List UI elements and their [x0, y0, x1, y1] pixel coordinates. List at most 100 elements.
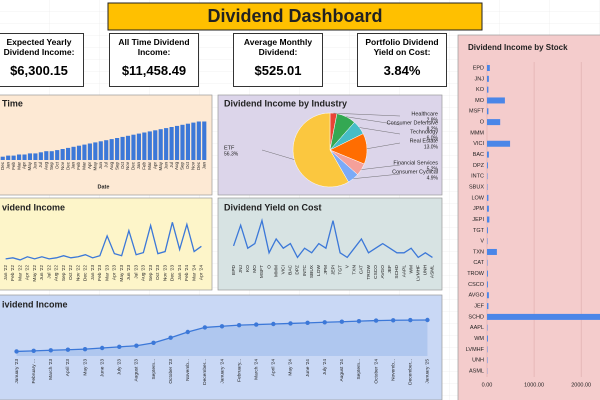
line: [232, 218, 433, 259]
chart-title: Dividend Income by Stock: [468, 43, 568, 52]
y-tick-label: SBUX: [469, 184, 484, 190]
line: [5, 221, 202, 261]
x-tick-label: Jun '22: [39, 265, 45, 281]
x-tick-label: August '24: [339, 359, 345, 382]
x-tick-label: TGT: [337, 265, 343, 275]
x-tick-label: June '23: [99, 359, 105, 377]
x-tick-label: May '23: [119, 265, 125, 282]
x-tick-label: CSCO: [373, 265, 379, 279]
bar: [487, 216, 490, 223]
x-tick-label: Dec '23: [170, 265, 176, 281]
kpi-label: Expected Yearly Dividend Income:: [3, 37, 75, 57]
x-tick-label: Nov: [60, 161, 65, 170]
bar: [33, 153, 38, 160]
bar: [487, 119, 501, 126]
x-tick-label: December...: [202, 359, 208, 385]
x-tick-label: Sep: [49, 162, 54, 171]
x-tick-label: January '25: [425, 359, 431, 384]
x-tick-label: Jun '23: [126, 265, 132, 281]
x-tick-label: Jan: [71, 162, 76, 170]
x-tick-label: KO: [245, 265, 251, 272]
bar: [164, 128, 169, 160]
x-tick-label: Jun: [98, 162, 103, 170]
slice-value: 5.2%: [427, 166, 439, 172]
bar: [185, 123, 191, 160]
x-tick-label: Aug '22: [54, 265, 60, 281]
point: [134, 343, 139, 348]
y-tick-label: JNJ: [475, 76, 485, 82]
kpi-value: $11,458.49: [121, 63, 187, 78]
kpi-card: Expected Yearly Dividend Income: $6,300.1…: [0, 33, 84, 87]
bar: [487, 205, 489, 212]
x-tick-label: Nov: [191, 161, 196, 170]
point: [288, 321, 293, 326]
x-tick-label: Dec: [0, 161, 5, 170]
point: [236, 322, 242, 328]
x-tick-label: Jan '23: [90, 265, 96, 281]
y-tick-label: DPZ: [473, 163, 485, 169]
point: [151, 340, 156, 346]
y-tick-label: TXN: [473, 249, 484, 255]
x-tick-label: JNJ: [238, 264, 244, 273]
x-tick-label: UNH: [423, 264, 429, 275]
bar: [487, 248, 497, 255]
bar: [104, 140, 109, 160]
x-tick-label: V: [344, 264, 350, 268]
point: [373, 318, 379, 323]
bar: [76, 145, 82, 160]
slice-label: Consumer Cyclical: [392, 169, 438, 175]
x-tick-label: May: [158, 161, 163, 170]
bar: [71, 146, 76, 160]
x-tick-label: Oct: [185, 161, 190, 169]
y-tick-label: LVMHF: [466, 347, 485, 353]
x-tick-label: May '24: [288, 359, 294, 376]
y-tick-label: TROW: [467, 271, 485, 277]
x-tick-label: AAPL: [401, 265, 407, 278]
point: [65, 347, 71, 352]
y-tick-label: MSFT: [469, 109, 485, 115]
x-tick-label: Apr: [152, 162, 157, 170]
x-tick-label: Novemb...: [185, 359, 191, 381]
bar: [44, 151, 49, 160]
point: [48, 348, 53, 353]
kpi-label: All Time Dividend Income:: [118, 37, 190, 57]
slice-label: Healthcare: [411, 111, 438, 117]
x-tick-label: TXN: [352, 264, 358, 274]
x-tick-label: Apr '22: [25, 265, 31, 280]
x-tick-label: Apr: [87, 162, 92, 170]
bar: [487, 270, 488, 277]
kpi-card: Average Monthly Dividend: $525.01: [233, 33, 323, 87]
x-tick-label: Dec '22: [83, 265, 89, 281]
y-tick-label: ASML: [469, 368, 484, 374]
point: [339, 319, 345, 324]
x-tick-label: Jul: [169, 162, 174, 168]
x-tick-label: Apr '24: [199, 265, 205, 280]
x-tick-label: Aug '23: [141, 265, 147, 281]
point: [82, 346, 88, 352]
x-tick-label: December...: [408, 359, 414, 385]
x-tick-label: Sep '22: [61, 265, 67, 281]
point: [31, 348, 36, 354]
y-tick-label: JEF: [474, 304, 484, 310]
bar: [131, 134, 136, 160]
y-tick-label: EPD: [473, 65, 484, 71]
x-tick-label: Jun: [163, 162, 168, 170]
bar: [191, 122, 196, 160]
slice-value: 2.9%: [427, 117, 439, 123]
bar: [487, 97, 505, 104]
x-tick-label: WM: [408, 265, 414, 274]
x-tick-label: ASML: [430, 265, 436, 278]
slice-label: Financial Services: [393, 160, 438, 166]
slice-value: 56.3%: [224, 151, 239, 157]
point: [168, 335, 173, 340]
x-tick-label: Nov '22: [75, 265, 81, 281]
x-tick-label: Aug: [174, 162, 179, 171]
x-tick-label: Jul '22: [46, 265, 52, 279]
bar: [98, 141, 103, 160]
x-tick-label: Feb '24: [184, 265, 190, 281]
x-tick-label: Dec: [65, 161, 70, 170]
x-tick-label: Oct: [120, 161, 125, 169]
x-tick-label: Jul: [38, 162, 43, 168]
x-tick-label: MMM: [273, 265, 279, 277]
